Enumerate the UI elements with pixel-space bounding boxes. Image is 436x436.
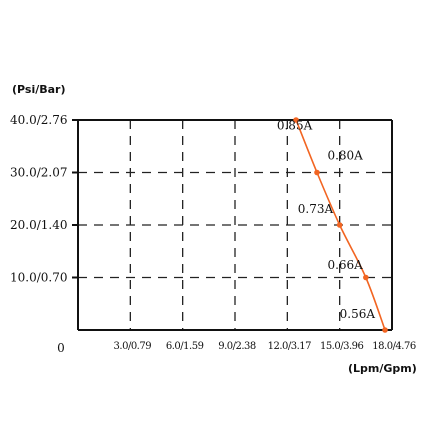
current-annotation: 0.80A <box>327 148 363 162</box>
data-points <box>293 117 388 333</box>
y-tick-label: 10.0/0.70 <box>10 271 67 285</box>
origin-label: 0 <box>57 341 65 355</box>
y-tick-labels: 10.0/0.70 20.0/1.40 30.0/2.07 40.0/2.76 <box>10 113 67 285</box>
y-axis-unit-label: (Psi/Bar) <box>12 83 66 96</box>
x-axis-unit-label: (Lpm/Gpm) <box>348 362 417 375</box>
current-annotation: 0.56A <box>340 307 376 321</box>
data-point <box>363 274 369 281</box>
data-point <box>382 327 388 333</box>
y-tick-label: 40.0/2.76 <box>10 113 67 127</box>
x-tick-labels: 3.0/0.79 6.0/1.59 9.0/2.38 12.0/3.17 15.0/3.… <box>114 341 417 352</box>
current-annotation: 0.85A <box>277 118 313 132</box>
x-tick-label: 15.0/3.96 <box>320 341 364 352</box>
data-point <box>336 222 343 228</box>
axes <box>72 119 393 331</box>
x-tick-label: 12.0/3.17 <box>268 341 312 352</box>
x-tick-label: 6.0/1.59 <box>166 341 204 352</box>
y-tick-label: 30.0/2.07 <box>10 166 67 180</box>
x-tick-label: 18.0/4.76 <box>372 341 416 352</box>
x-tick-label: 3.0/0.79 <box>114 341 152 352</box>
current-annotation: 0.73A <box>298 202 334 216</box>
x-tick-label: 9.0/2.38 <box>218 341 256 352</box>
current-annotations: 0.85A 0.80A 0.73A 0.66A 0.56A <box>277 118 376 320</box>
current-annotation: 0.66A <box>327 258 363 272</box>
y-tick-label: 20.0/1.40 <box>10 218 67 232</box>
data-point <box>314 169 320 176</box>
data-point <box>293 117 299 123</box>
